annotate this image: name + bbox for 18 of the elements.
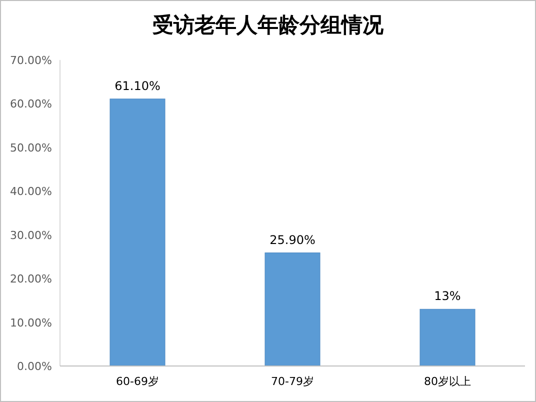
y-tick-label: 50.00% xyxy=(10,141,52,154)
y-tick-label: 20.00% xyxy=(10,272,52,286)
x-tick-label: 70-79岁 xyxy=(271,375,314,388)
bar xyxy=(420,308,476,366)
x-tick-label: 80岁以上 xyxy=(424,375,471,388)
y-tick-label: 30.00% xyxy=(10,228,52,242)
data-label: 25.90% xyxy=(270,232,316,247)
x-tick-label: 60-69岁 xyxy=(116,375,159,388)
y-tick-label: 70.00% xyxy=(10,54,52,67)
y-tick-label: 0.00% xyxy=(17,360,52,373)
y-tick-label: 10.00% xyxy=(10,316,52,330)
chart-title: 受访老年人年龄分组情况 xyxy=(152,13,384,37)
data-label: 13% xyxy=(434,289,461,304)
bar xyxy=(264,252,320,366)
y-tick-label: 40.00% xyxy=(10,185,52,198)
y-tick-label: 60.00% xyxy=(10,98,52,111)
data-label: 61.10% xyxy=(114,78,160,93)
bar xyxy=(110,98,166,366)
